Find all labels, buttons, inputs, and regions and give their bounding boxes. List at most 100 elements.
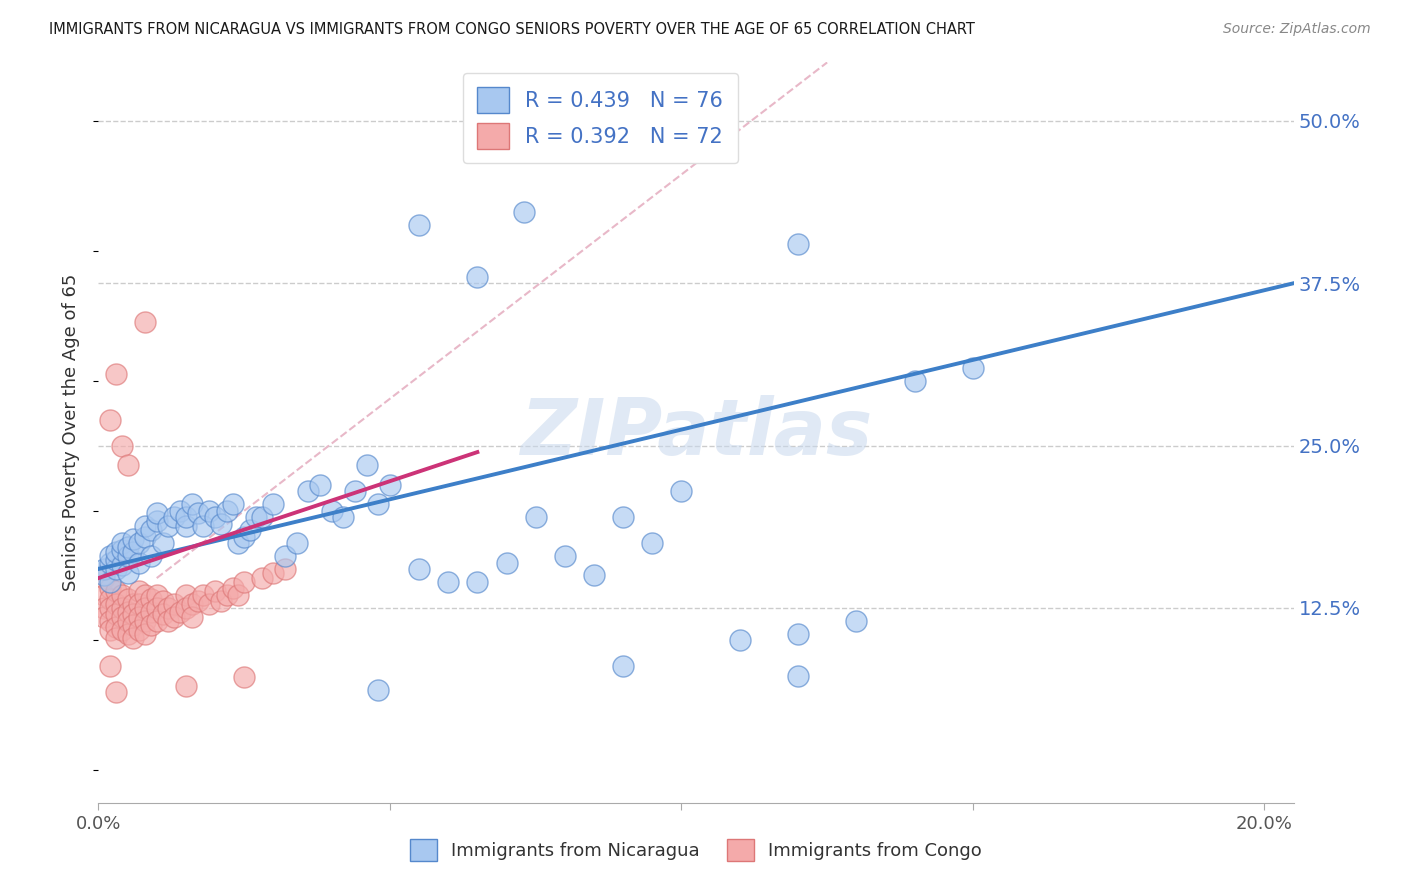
Point xyxy=(111,610,134,624)
Point xyxy=(145,506,167,520)
Point xyxy=(134,529,156,543)
Point xyxy=(104,545,127,559)
Point xyxy=(104,607,127,622)
Point xyxy=(180,497,202,511)
Point xyxy=(163,610,186,624)
Point xyxy=(93,568,115,582)
Point xyxy=(204,510,226,524)
Point xyxy=(274,549,297,563)
Point xyxy=(104,584,127,599)
Point xyxy=(134,315,156,329)
Point xyxy=(111,601,134,615)
Point xyxy=(139,549,162,563)
Point xyxy=(152,536,174,550)
Point xyxy=(215,503,238,517)
Point xyxy=(612,510,634,524)
Point xyxy=(198,503,221,517)
Point xyxy=(128,597,150,611)
Point xyxy=(163,510,186,524)
Point xyxy=(134,601,156,615)
Point xyxy=(98,549,121,563)
Point xyxy=(128,610,150,624)
Point xyxy=(117,605,139,619)
Point xyxy=(93,601,115,615)
Point xyxy=(180,597,202,611)
Point xyxy=(367,497,389,511)
Point xyxy=(98,582,121,596)
Point xyxy=(98,591,121,606)
Point xyxy=(104,597,127,611)
Point xyxy=(367,682,389,697)
Point xyxy=(128,584,150,599)
Point xyxy=(245,510,267,524)
Point xyxy=(128,556,150,570)
Point xyxy=(262,566,284,580)
Point xyxy=(239,523,262,537)
Point xyxy=(321,503,343,517)
Point xyxy=(186,506,208,520)
Point xyxy=(209,516,232,531)
Point xyxy=(111,558,134,573)
Point xyxy=(408,218,430,232)
Point xyxy=(174,519,197,533)
Point xyxy=(962,360,984,375)
Point xyxy=(228,588,250,602)
Point xyxy=(250,571,273,585)
Point xyxy=(111,588,134,602)
Point xyxy=(145,614,167,628)
Y-axis label: Seniors Poverty Over the Age of 65: Seniors Poverty Over the Age of 65 xyxy=(62,274,80,591)
Point xyxy=(193,588,215,602)
Point xyxy=(215,588,238,602)
Point xyxy=(262,497,284,511)
Point xyxy=(117,566,139,580)
Point xyxy=(145,601,167,615)
Point xyxy=(122,545,145,559)
Point xyxy=(297,484,319,499)
Point xyxy=(117,591,139,606)
Text: ZIPatlas: ZIPatlas xyxy=(520,394,872,471)
Point xyxy=(309,477,332,491)
Point xyxy=(157,519,180,533)
Point xyxy=(98,574,121,589)
Point xyxy=(145,514,167,528)
Point xyxy=(233,529,256,543)
Point xyxy=(139,523,162,537)
Point xyxy=(122,597,145,611)
Point xyxy=(111,623,134,637)
Point xyxy=(104,631,127,645)
Point xyxy=(93,571,115,585)
Point xyxy=(221,582,243,596)
Point xyxy=(122,607,145,622)
Point xyxy=(408,562,430,576)
Point xyxy=(104,620,127,634)
Point xyxy=(204,584,226,599)
Point xyxy=(233,574,256,589)
Point xyxy=(845,614,868,628)
Text: IMMIGRANTS FROM NICARAGUA VS IMMIGRANTS FROM CONGO SENIORS POVERTY OVER THE AGE : IMMIGRANTS FROM NICARAGUA VS IMMIGRANTS … xyxy=(49,22,976,37)
Point xyxy=(152,607,174,622)
Point xyxy=(104,367,127,381)
Point xyxy=(728,633,751,648)
Point xyxy=(343,484,366,499)
Point xyxy=(93,610,115,624)
Point xyxy=(233,670,256,684)
Point xyxy=(98,623,121,637)
Point xyxy=(93,588,115,602)
Point xyxy=(111,536,134,550)
Point xyxy=(467,574,489,589)
Point xyxy=(157,614,180,628)
Point xyxy=(104,562,127,576)
Point xyxy=(174,588,197,602)
Point xyxy=(174,510,197,524)
Point xyxy=(169,503,191,517)
Point xyxy=(332,510,354,524)
Legend: Immigrants from Nicaragua, Immigrants from Congo: Immigrants from Nicaragua, Immigrants fr… xyxy=(402,831,990,868)
Point xyxy=(186,594,208,608)
Point xyxy=(134,519,156,533)
Point xyxy=(117,614,139,628)
Point xyxy=(174,679,197,693)
Point xyxy=(98,412,121,426)
Point xyxy=(554,549,576,563)
Point xyxy=(98,659,121,673)
Point xyxy=(122,618,145,632)
